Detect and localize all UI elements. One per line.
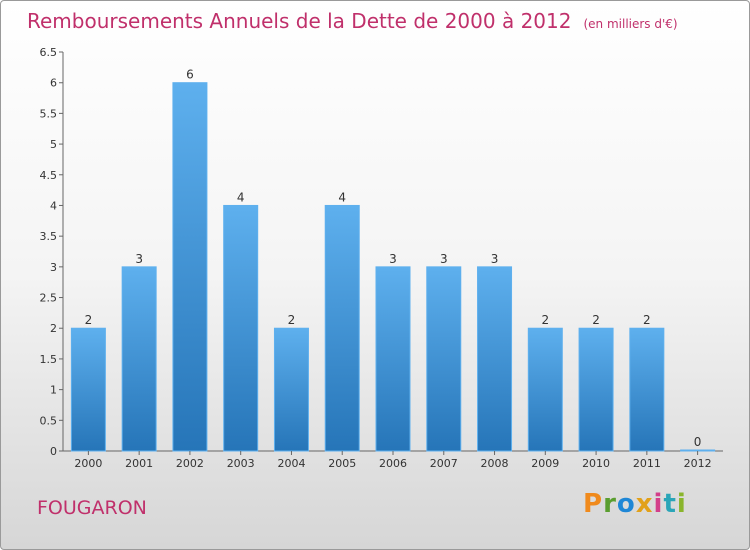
bar-2005 [324, 204, 360, 452]
data-label-2010: 2 [592, 313, 600, 327]
y-tick-label: 0.5 [40, 414, 58, 427]
data-label-2006: 3 [389, 252, 397, 266]
x-tick-label: 2005 [328, 457, 356, 470]
chart-title-text: Remboursements Annuels de la Dette de 20… [27, 9, 572, 33]
bar-2012 [680, 449, 716, 452]
y-tick-label: 0 [50, 445, 57, 458]
data-label-2000: 2 [85, 313, 93, 327]
bar-2008 [477, 266, 513, 452]
x-tick-label: 2001 [125, 457, 153, 470]
x-tick-label: 2012 [684, 457, 712, 470]
data-label-2008: 3 [491, 252, 499, 266]
x-tick-label: 2002 [176, 457, 204, 470]
data-label-2007: 3 [440, 252, 448, 266]
commune-name: FOUGARON [37, 497, 147, 519]
y-tick-label: 3 [50, 261, 57, 274]
y-tick-label: 1.5 [40, 353, 58, 366]
logo-letter: P [583, 489, 604, 519]
chart-unit: (en milliers d'€) [583, 17, 678, 31]
y-tick-label: 1 [50, 384, 57, 397]
y-tick-label: 5 [50, 138, 57, 151]
data-label-2012: 0 [694, 435, 702, 449]
chart-title: Remboursements Annuels de la Dette de 20… [27, 9, 678, 33]
logo-letter: t [663, 489, 677, 519]
y-tick-label: 2 [50, 322, 57, 335]
bar-2004 [273, 327, 309, 452]
y-tick-label: 2.5 [40, 292, 58, 305]
proxiti-logo: Proxiti [583, 489, 687, 519]
x-tick-label: 2009 [531, 457, 559, 470]
bar-2001 [121, 266, 157, 452]
data-label-2011: 2 [643, 313, 651, 327]
logo-letter: o [616, 489, 636, 519]
data-label-2003: 4 [237, 190, 245, 204]
y-tick-label: 4.5 [40, 169, 58, 182]
bar-2003 [223, 204, 259, 452]
data-label-2002: 6 [186, 68, 194, 82]
x-tick-label: 2008 [481, 457, 509, 470]
bar-2011 [629, 327, 665, 452]
y-tick-label: 3.5 [40, 230, 58, 243]
y-tick-label: 6.5 [40, 46, 58, 59]
x-tick-label: 2006 [379, 457, 407, 470]
data-label-2004: 2 [288, 313, 296, 327]
bar-2002 [172, 82, 208, 452]
logo-letter: r [603, 489, 617, 519]
x-tick-label: 2010 [582, 457, 610, 470]
x-tick-label: 2003 [227, 457, 255, 470]
bar-2010 [578, 327, 614, 452]
y-tick-label: 5.5 [40, 107, 58, 120]
y-tick-label: 6 [50, 77, 57, 90]
x-tick-label: 2007 [430, 457, 458, 470]
logo-letter: i [676, 489, 687, 519]
x-tick-label: 2000 [74, 457, 102, 470]
bar-2007 [426, 266, 462, 452]
y-tick-label: 4 [50, 199, 57, 212]
data-label-2009: 2 [541, 313, 549, 327]
logo-letter: i [653, 489, 664, 519]
x-tick-label: 2004 [277, 457, 305, 470]
bar-2000 [70, 327, 106, 452]
bar-2006 [375, 266, 411, 452]
logo-letter: x [635, 489, 654, 519]
data-label-2005: 4 [338, 190, 346, 204]
bar-2009 [527, 327, 563, 452]
x-tick-label: 2011 [633, 457, 661, 470]
data-label-2001: 3 [135, 252, 143, 266]
